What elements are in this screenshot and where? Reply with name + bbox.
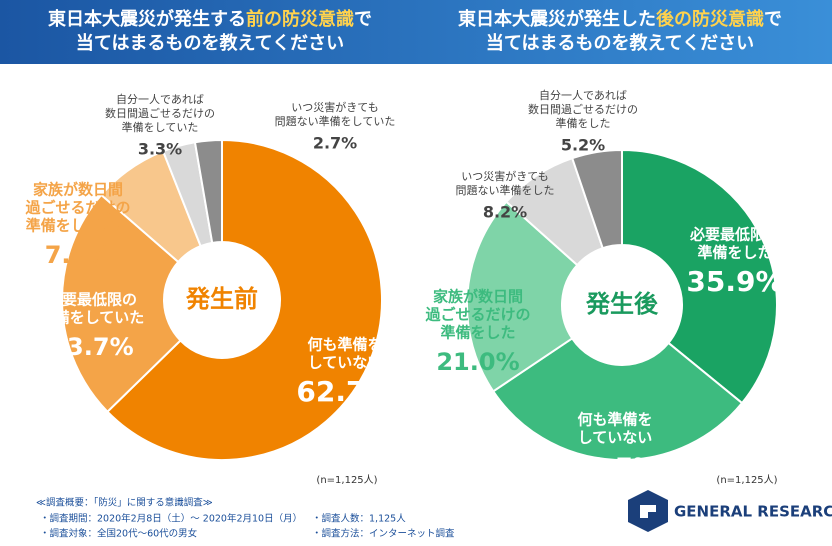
sample-note: (n=1,125人) [316,474,377,486]
logo-icon [628,490,668,532]
survey-item: ・調査方法：インターネット調査 [312,528,455,540]
slice-label: 自分一人であれば [116,93,204,106]
title-part: 東日本大震災が発生した [458,8,656,30]
slice-label: していない [308,354,383,372]
donut-center [166,244,278,356]
survey-item: ・調査期間：2020年2月8日（土）～ 2020年2月10日（月） [40,513,302,525]
slice-label: いつ災害がきても [461,169,548,183]
donut-slice [61,193,182,414]
slice-label: 問題ない準備をしていた [275,114,396,128]
slice-label: 準備をしていた [40,309,145,327]
logo-text: GENERAL RESEARCH [674,503,832,521]
value-label: 29.7% [573,453,656,481]
donut-slice [621,148,778,405]
center-label: 発生前 [185,285,258,313]
title-part: で [354,9,372,30]
donut-slice [491,337,744,461]
value-label: 35.9% [686,265,783,298]
title-part: 当てはまるものを教えてください [486,32,754,54]
value-label: 21.0% [436,348,519,376]
survey-heading: ≪調査概要：「防災」に関する意識調査≫ [36,497,213,509]
value-label: 2.7% [313,134,357,153]
slice-label: 家族が数日間 [433,288,523,306]
slice-label: 家族が数日間 [33,181,123,199]
chart-title: 当てはまるものを教えてください [76,32,344,54]
donut-center [564,247,680,363]
donut-slice [466,200,579,393]
title-part: 前の防災意識 [246,8,354,30]
slice-label: 何も準備を [307,336,382,354]
value-label: 23.7% [50,333,133,361]
title-part: で [764,9,782,30]
chart-title: 東日本大震災が発生した後の防災意識で [458,8,782,30]
slice-label: 何も準備を [577,411,652,429]
slice-label: いつ災害がきても [291,100,378,114]
slice-label: 数日間過ごせるだけの [105,106,215,120]
slice-label: 過ごせるだけの [24,199,130,217]
sample-note: (n=1,125人) [716,474,777,486]
slice-label: 必要最低限の [46,291,137,309]
slice-label: 数日間過ごせるだけの [528,102,638,116]
title-part: 東日本大震災が発生する [48,8,246,30]
slice-label: 問題ない準備をした [456,183,555,197]
value-label: 5.2% [561,136,605,155]
center-label: 発生後 [585,290,659,318]
value-label: 8.2% [483,203,527,222]
slice-label: 準備をした [440,324,515,342]
slice-label: 準備をしていた [122,120,199,134]
slice-label: 準備をしていた [26,217,131,235]
slice-label: 過ごせるだけの [424,306,530,324]
slice-label: 準備をした [556,116,611,130]
header-band [0,0,832,64]
value-label: 7.6% [45,241,112,269]
slice-label: 自分一人であれば [539,89,627,102]
donut-slice [193,138,223,244]
value-label: 62.7% [296,375,393,408]
chart-title: 当てはまるものを教えてください [486,32,754,54]
slice-label: していない [578,429,653,447]
title-part: 当てはまるものを教えてください [76,32,344,54]
title-part: 後の防災意識 [656,8,764,30]
survey-item: ・調査対象：全国20代～60代の男女 [40,528,197,540]
slice-label: 準備をした [697,244,772,262]
value-label: 3.3% [138,140,182,159]
survey-item: ・調査人数：1,125人 [312,513,406,525]
slice-label: 必要最低限の [689,226,780,244]
chart-title: 東日本大震災が発生する前の防災意識で [48,8,372,30]
donut-slice [570,148,623,250]
donut-slice [106,138,383,461]
